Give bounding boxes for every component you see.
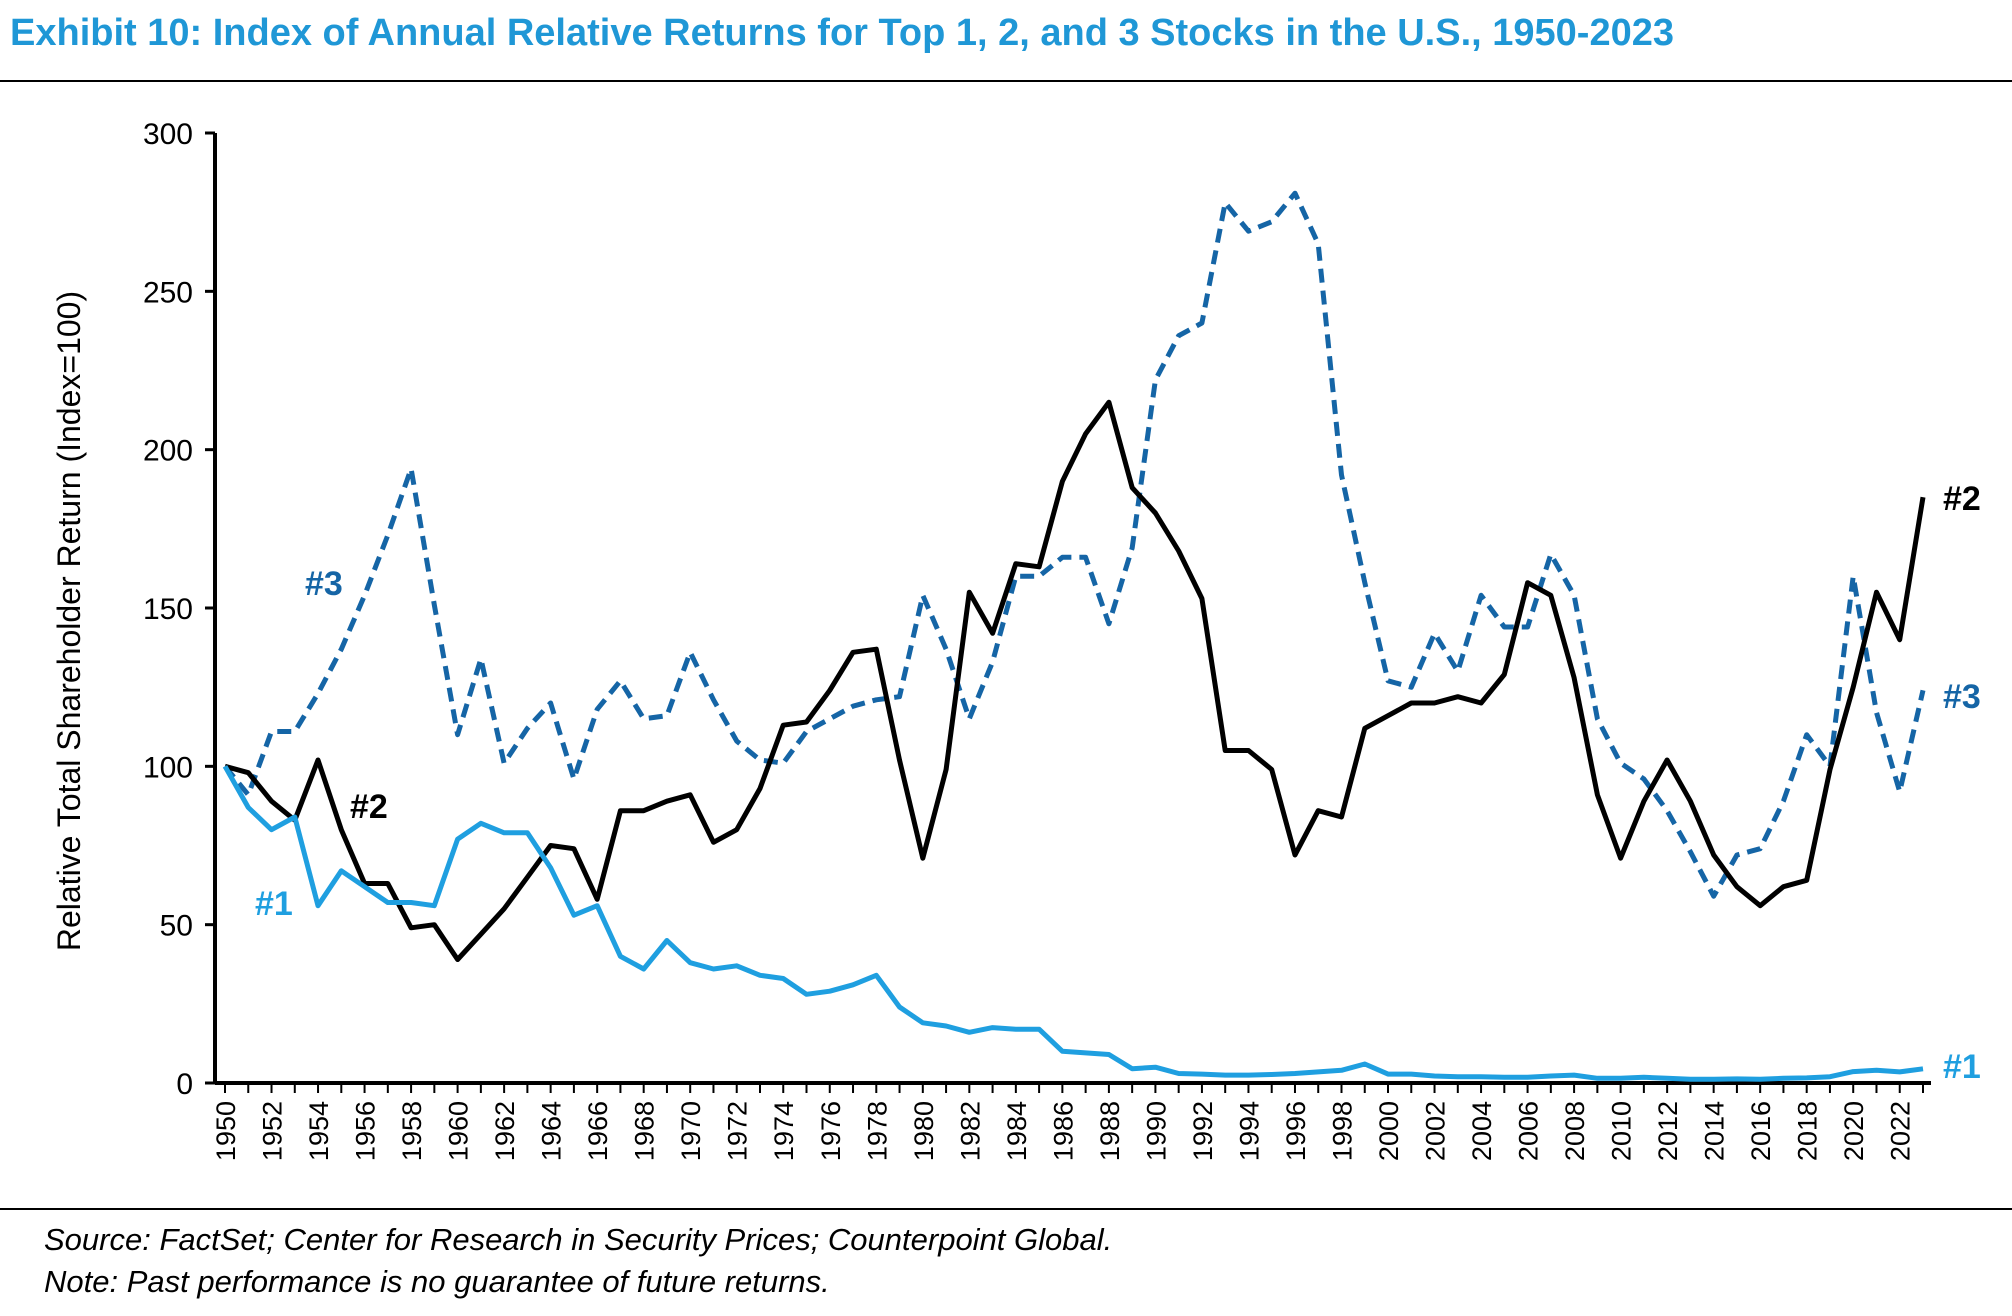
x-tick-label: 1958	[397, 1101, 427, 1161]
series-line-top3	[223, 190, 1926, 899]
x-tick-label: 1978	[862, 1101, 892, 1161]
axes: 0 50 100 150 200 250 300 1950 1952 1954 1956 1958 19…	[143, 118, 1931, 1161]
disclaimer-note: Note: Past performance is no guarantee o…	[44, 1264, 830, 1299]
y-tick-label: 150	[143, 593, 193, 626]
x-tick-label: 1950	[211, 1101, 241, 1161]
source-note: Source: FactSet; Center for Research in …	[44, 1222, 1113, 1257]
bottom-rule	[0, 1208, 2012, 1210]
y-axis-label: Relative Total Shareholder Return (Index…	[51, 291, 87, 951]
x-tick-label: 1974	[769, 1101, 799, 1161]
x-tick-label: 2014	[1700, 1101, 1730, 1161]
x-tick-label: 1972	[723, 1101, 753, 1161]
x-tick-label: 2000	[1374, 1101, 1404, 1161]
y-axis-label-group: Relative Total Shareholder Return (Index…	[51, 291, 87, 951]
x-tick-label: 1980	[909, 1101, 939, 1161]
series-line-top2	[224, 399, 1926, 962]
x-tick-label: 1956	[351, 1101, 381, 1161]
x-tick-label: 2022	[1886, 1101, 1916, 1161]
x-tick-label: 1994	[1234, 1101, 1264, 1161]
x-tick-label: 2008	[1560, 1101, 1590, 1161]
series-labels-layer: #1 #1 #2 #2 #3 #3	[255, 480, 1981, 1086]
chart-title: Exhibit 10: Index of Annual Relative Ret…	[10, 12, 1674, 54]
x-tick-label: 1952	[258, 1101, 288, 1161]
x-tick-label: 2018	[1793, 1101, 1823, 1161]
top-rule	[0, 80, 2012, 82]
series-layer	[222, 190, 1926, 1082]
x-tick-label: 1996	[1281, 1101, 1311, 1161]
series-label-top2-start: #2	[350, 788, 388, 826]
x-tick-label: 1966	[583, 1101, 613, 1161]
x-tick-label: 2010	[1607, 1101, 1637, 1161]
series-label-top3-start: #3	[305, 565, 343, 603]
y-tick-label: 250	[143, 276, 193, 309]
x-tick-label: 1986	[1048, 1101, 1078, 1161]
x-tick-label: 1988	[1095, 1101, 1125, 1161]
x-tick-label: 2002	[1421, 1101, 1451, 1161]
x-tick-label: 1984	[1002, 1101, 1032, 1161]
x-tick-label: 2020	[1839, 1101, 1869, 1161]
y-tick-label: 0	[176, 1068, 193, 1101]
y-tick-label: 200	[143, 435, 193, 468]
series-line-top1	[222, 765, 1924, 1082]
series-label-top2-end: #2	[1943, 480, 1981, 518]
x-tick-label: 1970	[676, 1101, 706, 1161]
series-label-top1-end: #1	[1943, 1048, 1981, 1086]
x-tick-label: 1954	[304, 1101, 334, 1161]
y-tick-label: 100	[143, 751, 193, 784]
x-tick-label: 1982	[955, 1101, 985, 1161]
x-tick-label: 1964	[537, 1101, 567, 1161]
x-tick-label: 1990	[1141, 1101, 1171, 1161]
x-tick-label: 2016	[1746, 1101, 1776, 1161]
x-tick-label: 2006	[1514, 1101, 1544, 1161]
x-tick-label: 2012	[1653, 1101, 1683, 1161]
x-tick-label: 1976	[816, 1101, 846, 1161]
series-label-top3-end: #3	[1943, 678, 1981, 716]
y-tick-label: 300	[143, 118, 193, 151]
x-tick-label: 2004	[1467, 1101, 1497, 1161]
y-tick-label: 50	[160, 910, 193, 943]
x-tick-label: 1998	[1327, 1101, 1357, 1161]
series-label-top1-start: #1	[255, 885, 293, 923]
x-tick-label: 1968	[630, 1101, 660, 1161]
x-tick-label: 1962	[490, 1101, 520, 1161]
x-tick-label: 1960	[444, 1101, 474, 1161]
x-tick-label: 1992	[1188, 1101, 1218, 1161]
